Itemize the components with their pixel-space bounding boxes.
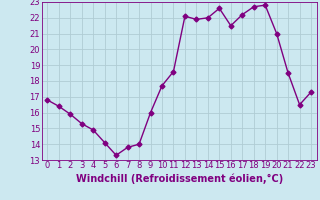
X-axis label: Windchill (Refroidissement éolien,°C): Windchill (Refroidissement éolien,°C) xyxy=(76,173,283,184)
